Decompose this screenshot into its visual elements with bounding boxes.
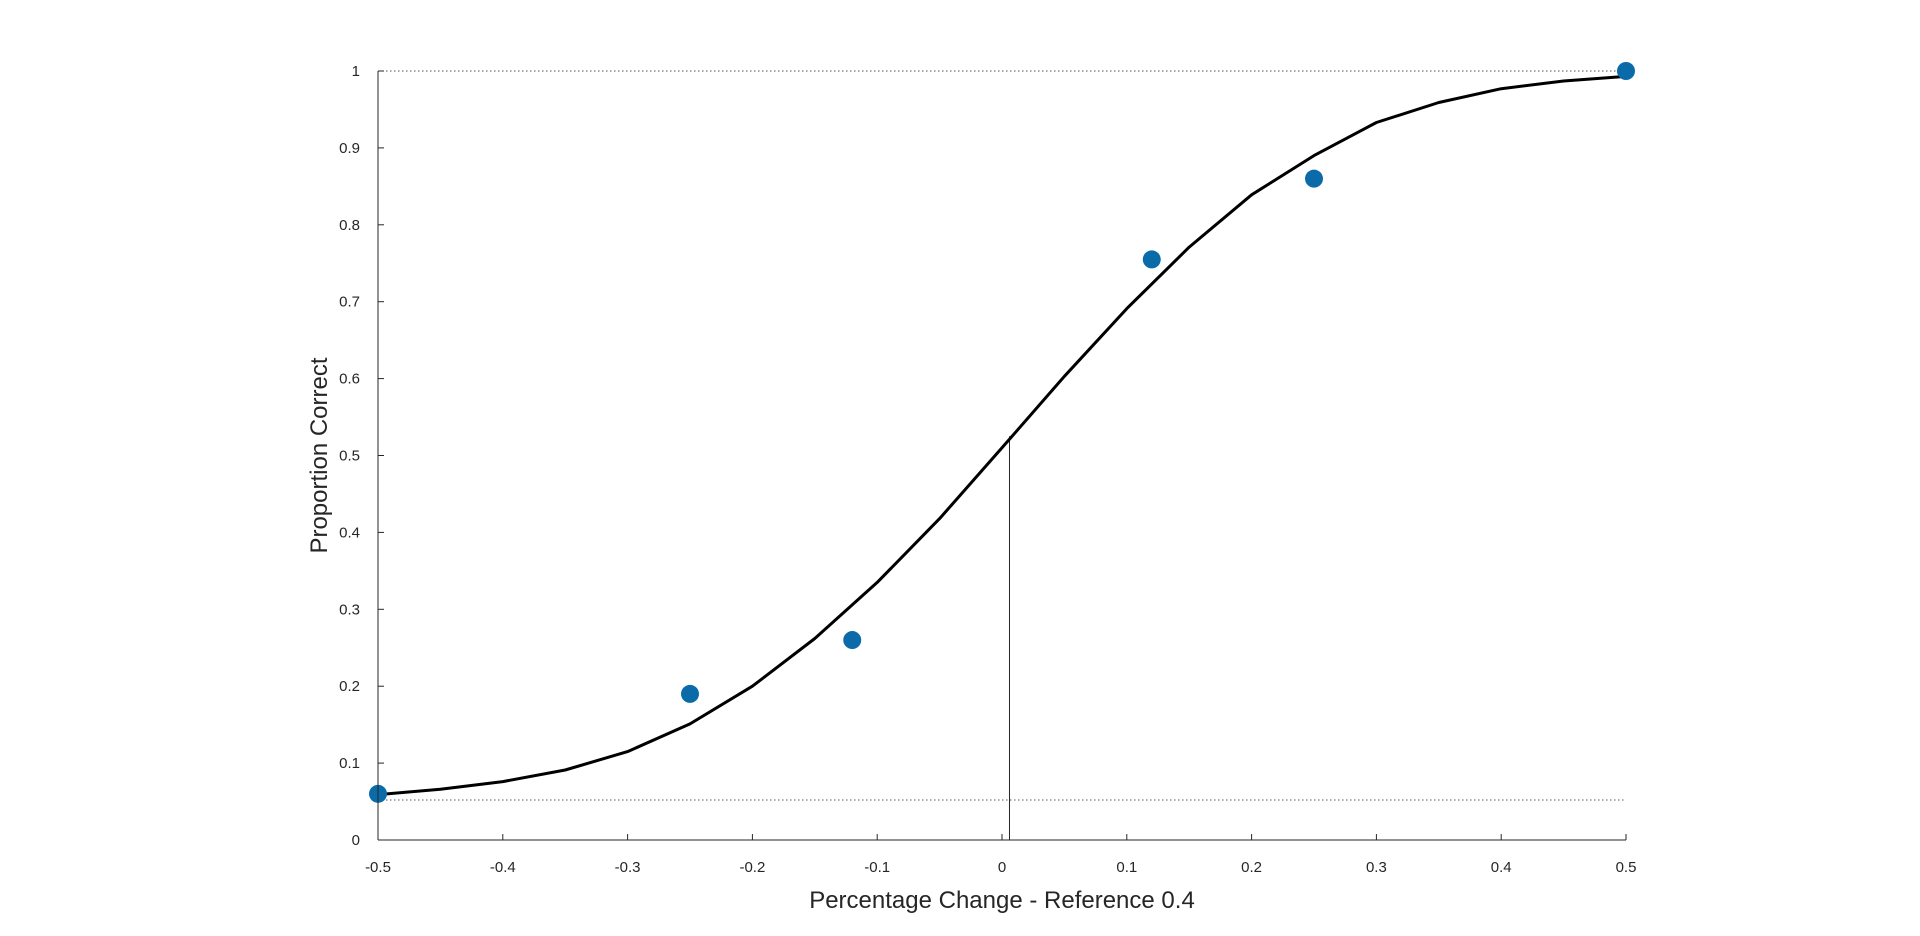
y-axis-title: Proportion Correct [306, 357, 333, 553]
data-point [1142, 250, 1161, 269]
y-tick-label: 0.6 [339, 371, 360, 388]
y-tick-label: 0 [352, 832, 360, 849]
y-tick-label: 0.1 [339, 755, 360, 772]
y-tick-label: 0.5 [339, 448, 360, 465]
x-axis: -0.5 -0.4 -0.3 -0.2 -0.1 0 0.1 0.2 0.3 0.4 0.5 [365, 834, 1636, 876]
x-tick-label: -0.4 [490, 859, 516, 876]
x-tick-label: -0.5 [365, 859, 391, 876]
x-tick-label: -0.1 [864, 859, 890, 876]
x-tick-label: 0.2 [1241, 859, 1262, 876]
fit-curve [377, 74, 1627, 797]
y-tick-label: 1 [352, 63, 360, 80]
x-tick-label: -0.2 [739, 859, 765, 876]
x-tick-label: 0.3 [1366, 859, 1387, 876]
data-point [843, 631, 862, 650]
x-tick-label: 0.4 [1491, 859, 1512, 876]
y-tick-label: 0.3 [339, 601, 360, 618]
y-tick-label: 0.9 [339, 140, 360, 157]
data-point [1305, 169, 1323, 188]
y-tick-label: 0.8 [339, 217, 360, 234]
data-point [681, 684, 699, 703]
data-point [1617, 62, 1635, 80]
plot-area [369, 62, 1635, 840]
x-tick-label: 0.1 [1116, 859, 1137, 876]
y-tick-label: 0.7 [339, 294, 360, 311]
x-tick-label: 0 [998, 859, 1006, 876]
x-tick-label: 0.5 [1616, 859, 1637, 876]
y-tick-label: 0.4 [339, 524, 360, 541]
x-tick-label: -0.3 [615, 859, 641, 876]
x-axis-title: Percentage Change - Reference 0.4 [809, 887, 1195, 914]
y-axis: 0 0.1 0.2 0.3 0.4 0.5 0.6 0.7 0.8 0.9 1 [339, 63, 384, 849]
y-tick-label: 0.2 [339, 678, 360, 695]
